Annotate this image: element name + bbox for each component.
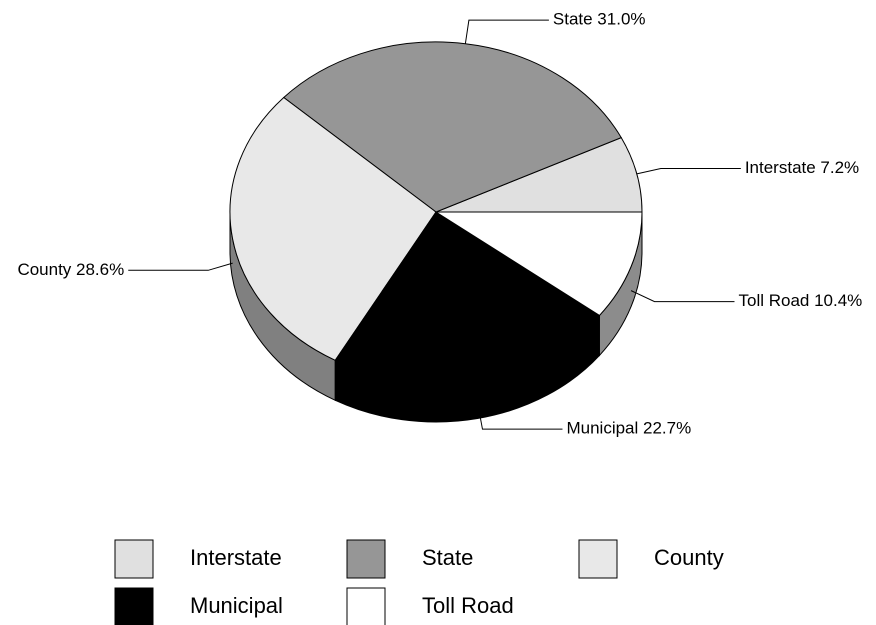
slice	[334, 211, 601, 383]
slice	[229, 96, 437, 361]
legend-swatch	[578, 539, 618, 579]
leader-line	[477, 402, 563, 430]
leader-line	[630, 290, 735, 303]
legend-label: Interstate	[190, 545, 282, 570]
legend-swatch	[346, 539, 386, 579]
legend-label: State	[422, 545, 473, 570]
data-label: State 31.0%	[553, 10, 646, 29]
data-label: Toll Road 10.4%	[738, 291, 862, 310]
leader-line	[128, 262, 233, 271]
leader-line	[464, 19, 549, 44]
legend-swatch	[346, 587, 386, 625]
legend-label: County	[654, 545, 724, 570]
legend-swatch	[114, 587, 154, 625]
data-label: County 28.6%	[17, 260, 124, 279]
legend-swatch	[114, 539, 154, 579]
legend-label: Municipal	[190, 593, 283, 618]
slice	[434, 211, 643, 317]
leader-line	[636, 167, 741, 175]
data-label: Municipal 22.7%	[566, 419, 691, 438]
data-label: Interstate 7.2%	[745, 158, 859, 177]
legend-label: Toll Road	[422, 593, 514, 618]
